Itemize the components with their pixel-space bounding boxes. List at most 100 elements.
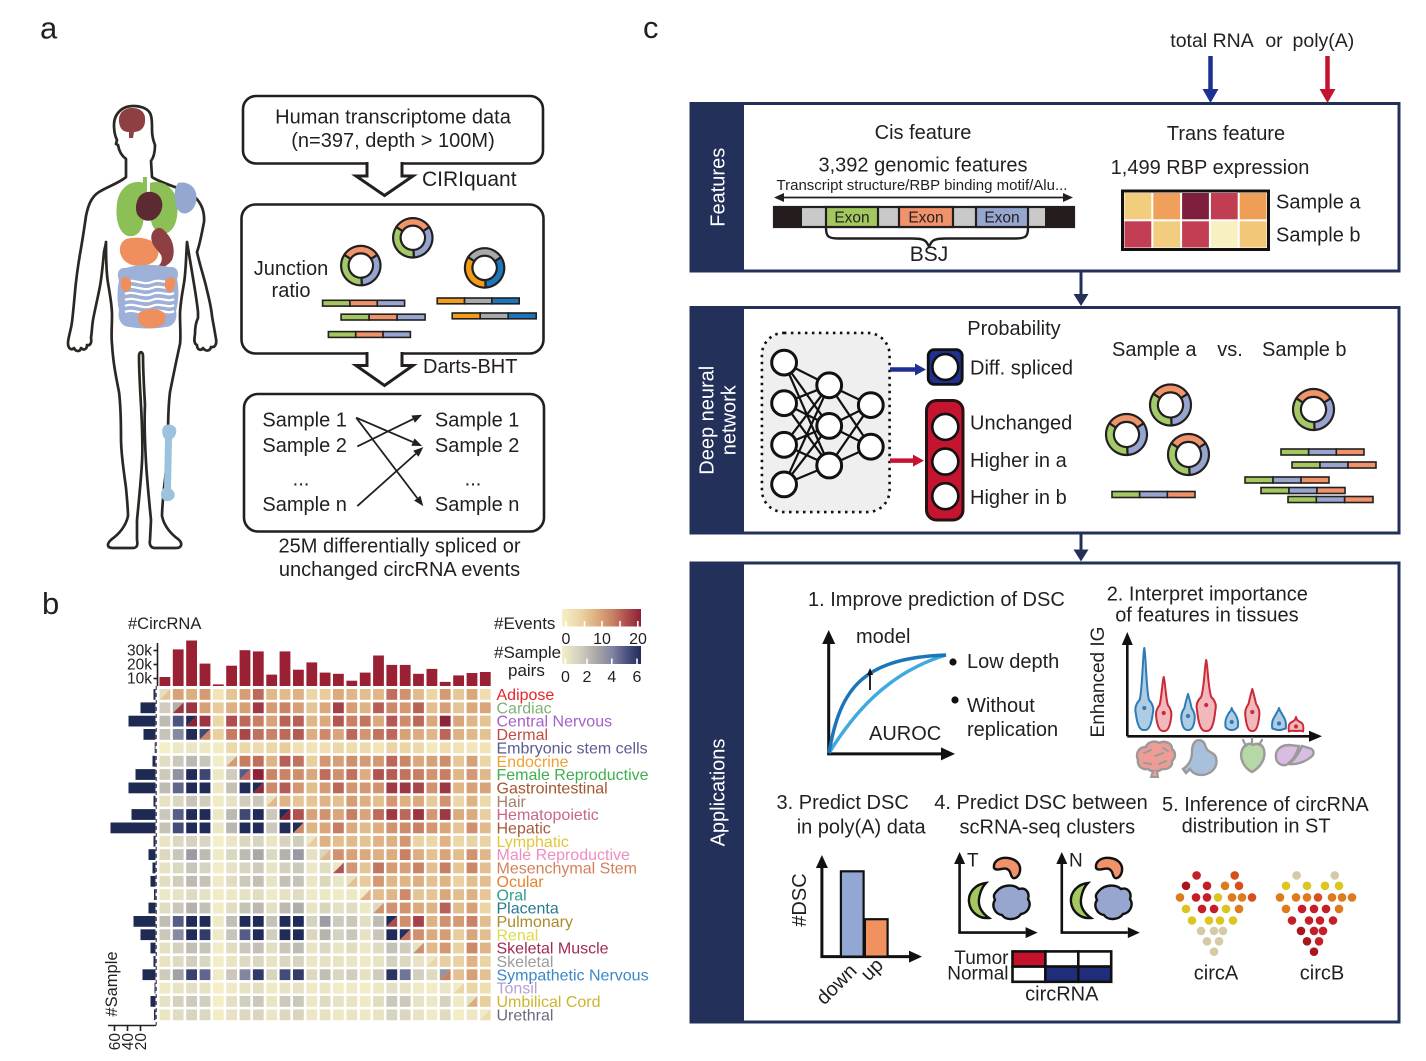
svg-text:25M differentially spliced or: 25M differentially spliced or [279,536,521,558]
svg-text:pairs: pairs [508,661,545,680]
svg-text:Low depth: Low depth [967,651,1059,673]
svg-text:20k: 20k [127,657,152,674]
svg-text:2: 2 [583,669,592,686]
svg-text:Tonsil: Tonsil [497,981,538,998]
svg-text:Renal: Renal [497,927,539,944]
svg-text:2. Interpret importance: 2. Interpret importance [1107,583,1308,605]
svg-text:Pulmonary: Pulmonary [497,914,573,931]
svg-text:Adipose: Adipose [497,687,555,704]
svg-text:Sample a: Sample a [1276,192,1361,214]
svg-text:of features in tissues: of features in tissues [1115,604,1298,626]
svg-text:Oral: Oral [497,887,527,904]
svg-text:...: ... [293,468,310,490]
svg-text:Human transcriptome data: Human transcriptome data [275,107,512,129]
svg-text:#DSC: #DSC [789,873,811,926]
svg-text:0: 0 [561,669,570,686]
svg-text:Skeletal Muscle: Skeletal Muscle [497,941,609,958]
svg-text:Sample a: Sample a [1112,339,1197,361]
svg-text:Endocrine: Endocrine [497,754,569,771]
svg-text:5. Inference of circRNA: 5. Inference of circRNA [1162,794,1369,816]
svg-text:in poly(A) data: in poly(A) data [797,816,927,838]
svg-text:scRNA-seq clusters: scRNA-seq clusters [960,816,1136,838]
svg-text:#Sample: #Sample [103,951,121,1016]
svg-text:b: b [42,586,59,621]
svg-text:ratio: ratio [272,280,311,302]
svg-text:Higher in b: Higher in b [970,487,1067,509]
svg-text:Mesenchymal Stem: Mesenchymal Stem [497,861,638,878]
svg-text:Embryonic stem cells: Embryonic stem cells [497,740,648,757]
svg-text:Higher in a: Higher in a [970,450,1068,472]
svg-text:circA: circA [1194,962,1239,984]
svg-text:3,392 genomic features: 3,392 genomic features [818,155,1027,177]
svg-text:#CircRNA: #CircRNA [128,615,201,633]
svg-text:20: 20 [133,1033,150,1051]
svg-text:0: 0 [562,631,571,648]
svg-text:vs.: vs. [1217,339,1243,361]
svg-text:Skeletal: Skeletal [497,954,554,971]
svg-text:model: model [856,626,910,648]
svg-text:Gastrointestinal: Gastrointestinal [497,780,608,797]
svg-text:Sympathetic Nervous: Sympathetic Nervous [497,967,649,984]
svg-text:c: c [643,10,659,45]
svg-text:Sample b: Sample b [1276,225,1361,247]
svg-text:Dermal: Dermal [497,727,549,744]
svg-text:Sample 2: Sample 2 [262,435,347,457]
svg-text:1. Improve prediction of DSC: 1. Improve prediction of DSC [808,589,1065,611]
svg-text:Transcript structure/RBP bindi: Transcript structure/RBP binding motif/A… [777,177,1068,194]
svg-text:poly(A): poly(A) [1293,30,1355,52]
svg-text:3. Predict DSC: 3. Predict DSC [777,792,909,814]
svg-text:CIRIquant: CIRIquant [422,168,517,191]
svg-text:distribution in ST: distribution in ST [1182,816,1331,838]
svg-text:Sample b: Sample b [1262,339,1347,361]
svg-text:Central Nervous: Central Nervous [497,714,613,731]
svg-text:or: or [1265,30,1283,52]
svg-text:Cis feature: Cis feature [875,122,972,144]
svg-text:Umbilical Cord: Umbilical Cord [497,994,601,1011]
svg-text:Exon: Exon [984,210,1019,227]
svg-text:Female Reproductive: Female Reproductive [497,767,649,784]
svg-text:Applications: Applications [708,739,730,847]
svg-text:Sample 1: Sample 1 [435,409,520,431]
svg-text:Normal: Normal [947,963,1008,984]
svg-text:Sample 1: Sample 1 [262,409,347,431]
svg-text:10: 10 [593,631,611,648]
svg-text:Tumor: Tumor [954,948,1009,969]
svg-text:10k: 10k [127,671,152,688]
svg-text:Darts-BHT: Darts-BHT [423,356,517,378]
svg-text:20: 20 [629,631,647,648]
svg-text:Diff. spliced: Diff. spliced [970,358,1073,380]
svg-text:AUROC: AUROC [869,723,941,745]
svg-text:Deep neural: Deep neural [697,366,719,475]
svg-text:Lymphatic: Lymphatic [497,834,569,851]
svg-text:30k: 30k [127,643,152,660]
svg-text:Features: Features [708,148,730,227]
svg-text:circRNA: circRNA [1025,983,1099,1005]
svg-text:BSJ: BSJ [910,243,949,266]
svg-text:Urethral: Urethral [497,1007,554,1024]
svg-text:network: network [719,384,741,455]
svg-text:4. Predict DSC between: 4. Predict DSC between [934,792,1147,814]
svg-text:6: 6 [633,669,642,686]
svg-text:Exon: Exon [908,210,943,227]
svg-text:N: N [1069,851,1083,872]
svg-text:40: 40 [120,1033,137,1051]
svg-text:unchanged circRNA events: unchanged circRNA events [279,559,520,581]
svg-text:60: 60 [107,1033,124,1051]
svg-text:T: T [967,851,979,872]
svg-text:Junction: Junction [254,258,329,280]
svg-text:total RNA: total RNA [1170,30,1253,52]
svg-text:Sample n: Sample n [262,494,347,516]
svg-text:1,499 RBP expression: 1,499 RBP expression [1111,157,1310,179]
svg-text:Sample n: Sample n [435,494,520,516]
svg-text:#Sample: #Sample [494,643,561,662]
svg-text:Hematopoietic: Hematopoietic [497,807,599,824]
svg-text:circB: circB [1300,962,1344,984]
svg-text:Ocular: Ocular [497,874,545,891]
svg-text:Placenta: Placenta [497,901,559,918]
svg-text:Without: Without [967,695,1035,717]
svg-text:Hair: Hair [497,794,527,811]
svg-text:#Events: #Events [494,614,555,633]
svg-text:Unchanged: Unchanged [970,413,1072,435]
svg-text:a: a [40,11,58,46]
svg-text:Trans feature: Trans feature [1167,123,1285,145]
